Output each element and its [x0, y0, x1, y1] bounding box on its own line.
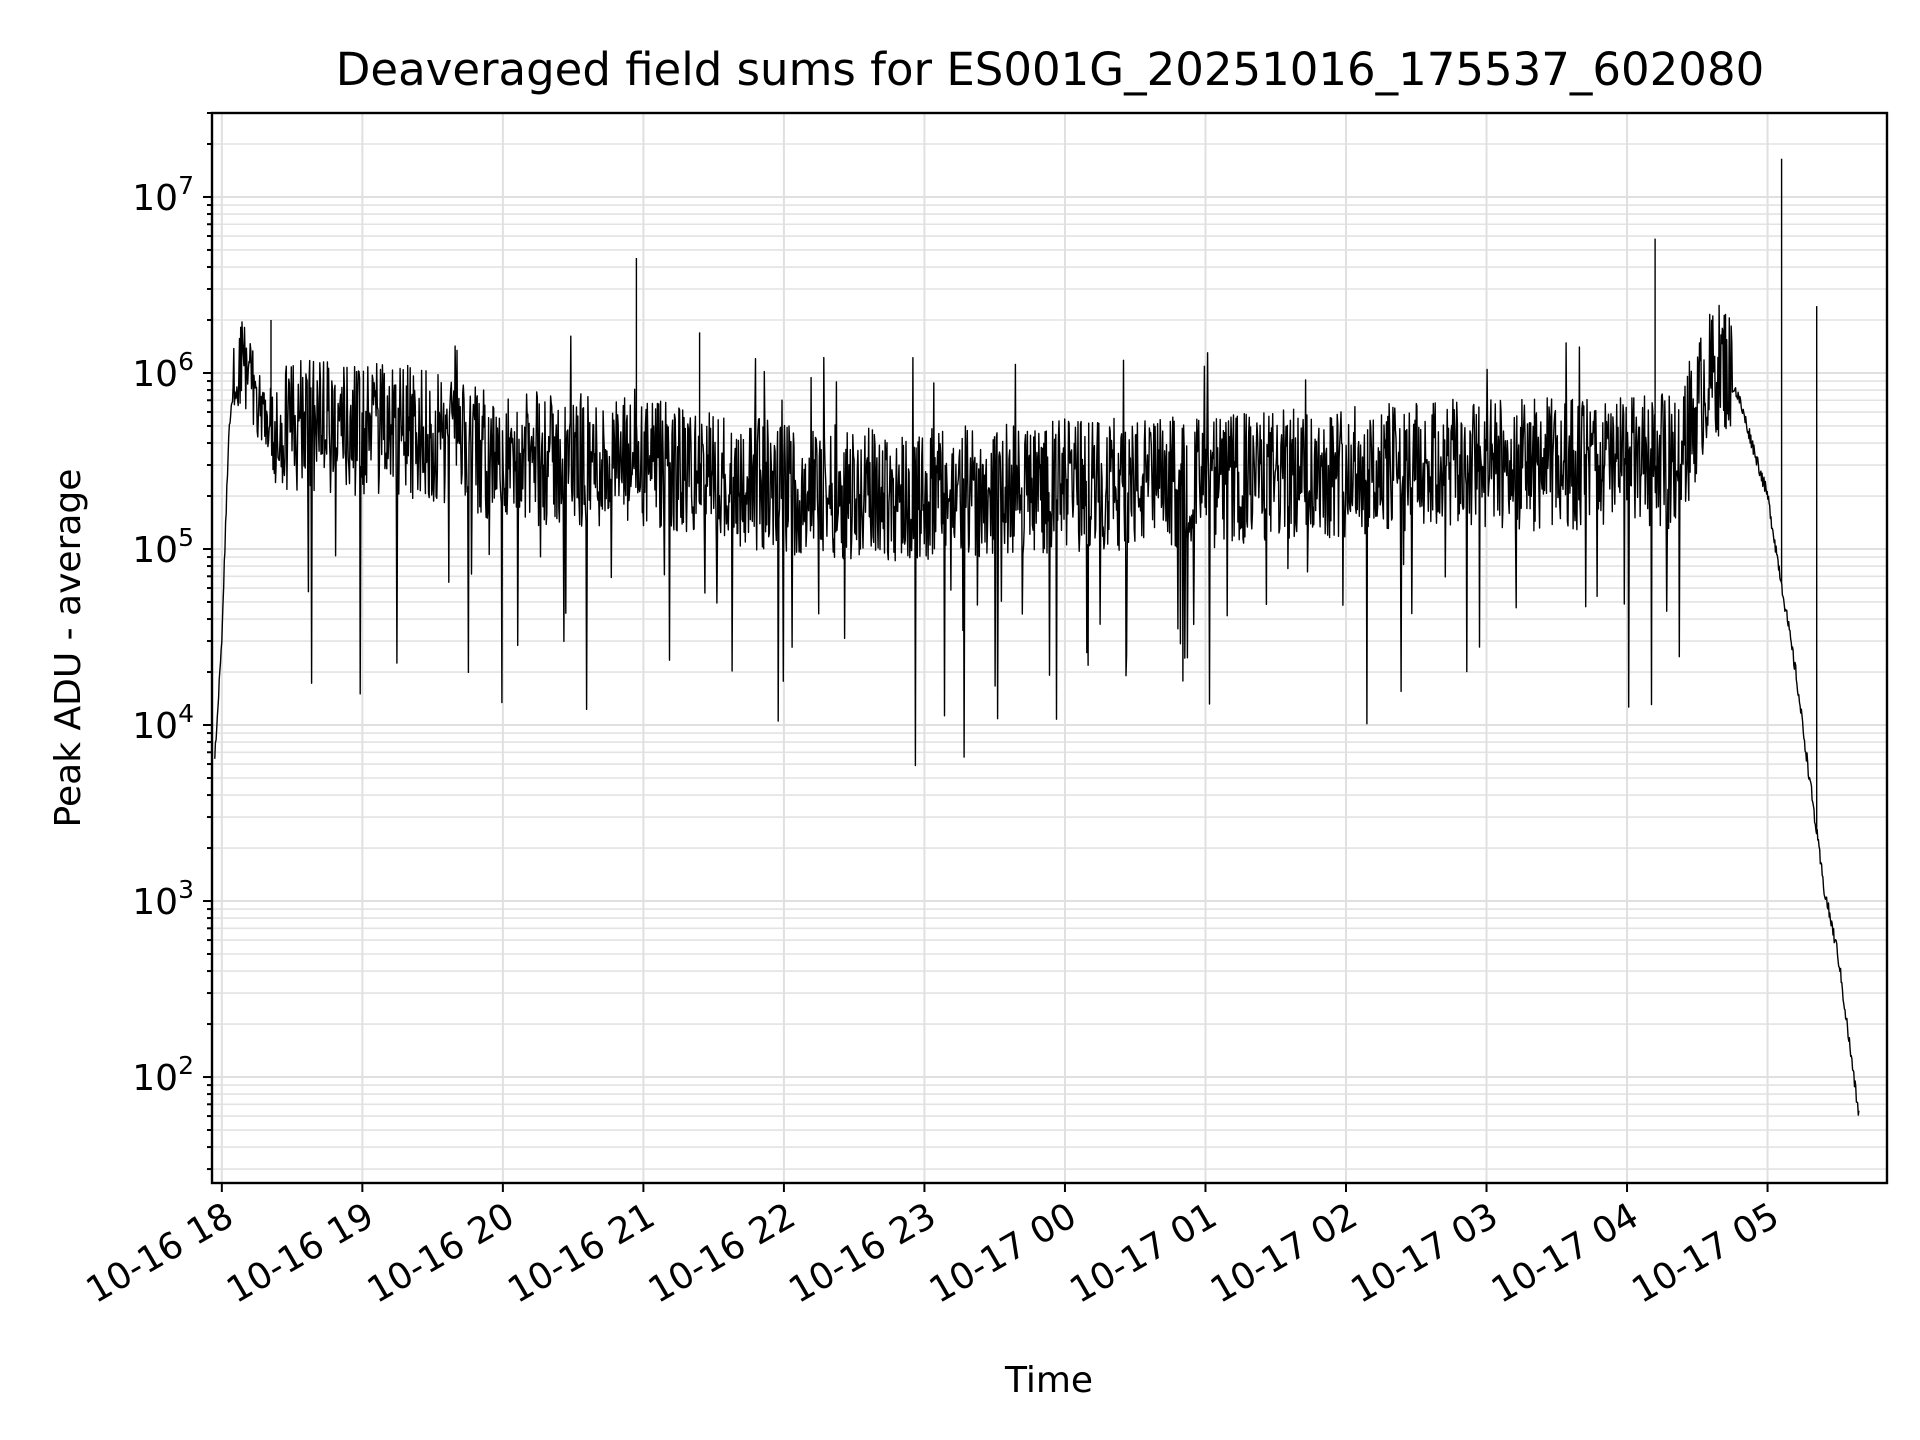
chart-title: Deaveraged field sums for ES001G_2025101… [336, 43, 1764, 96]
x-tick-label: 10-16 19 [220, 1195, 381, 1311]
x-tick-label: 10-16 22 [642, 1195, 803, 1311]
x-tick-label: 10-17 04 [1485, 1195, 1646, 1311]
y-tick-label: 104 [132, 699, 194, 747]
x-tick-label: 10-17 02 [1204, 1195, 1365, 1311]
x-tick-label: 10-16 21 [501, 1195, 662, 1311]
x-axis-label: Time [1004, 1360, 1093, 1401]
y-tick-base: 10 [132, 882, 178, 923]
y-axis-label: Peak ADU - average [48, 469, 89, 828]
x-tick-label: 10-16 18 [80, 1195, 241, 1311]
y-tick-base: 10 [132, 354, 178, 395]
y-tick-exponent: 4 [178, 699, 194, 728]
x-tick-label: 10-17 03 [1344, 1195, 1505, 1311]
x-tick-label: 10-16 23 [782, 1195, 943, 1311]
y-tick-label: 102 [132, 1051, 194, 1099]
y-tick-label: 106 [132, 347, 194, 395]
y-tick-base: 10 [132, 706, 178, 747]
x-tick-label: 10-16 20 [361, 1195, 522, 1311]
x-tick-label: 10-17 05 [1625, 1195, 1786, 1311]
x-tick-label: 10-17 00 [923, 1195, 1084, 1311]
x-tick-label: 10-17 01 [1063, 1195, 1224, 1311]
y-tick-label: 105 [132, 523, 194, 571]
plot-frame [210, 111, 1889, 1185]
y-tick-base: 10 [132, 178, 178, 219]
y-tick-exponent: 7 [178, 171, 194, 200]
series-line [214, 158, 1860, 1116]
y-tick-base: 10 [132, 530, 178, 571]
y-tick-exponent: 5 [178, 523, 194, 552]
y-tick-exponent: 3 [178, 875, 194, 904]
y-tick-label: 107 [132, 171, 194, 219]
y-tick-exponent: 6 [178, 347, 194, 376]
y-tick-base: 10 [132, 1058, 178, 1099]
y-tick-label: 103 [132, 875, 194, 923]
y-tick-exponent: 2 [178, 1051, 194, 1080]
